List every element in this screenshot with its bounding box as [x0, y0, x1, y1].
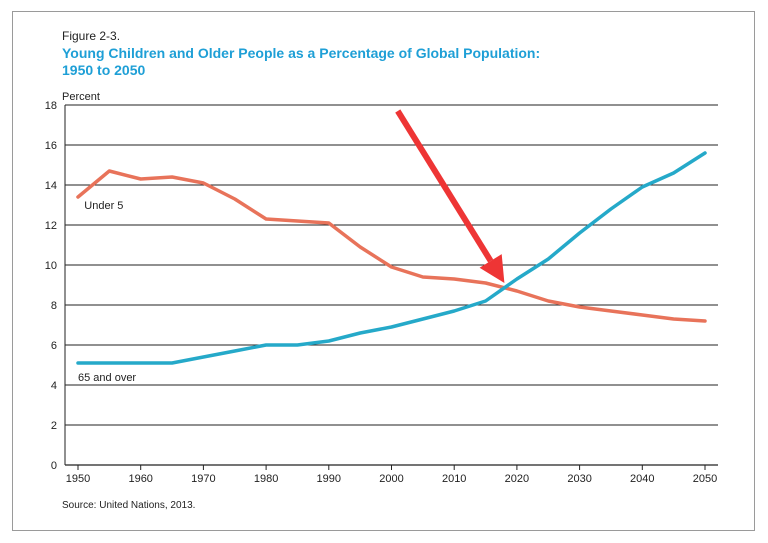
annotations — [395, 109, 505, 283]
x-tick-label-2030: 2030 — [567, 473, 591, 485]
chart-title: Young Children and Older People as a Per… — [62, 45, 702, 79]
y-axis-label: Percent — [62, 91, 100, 103]
y-tick-label-10: 10 — [45, 260, 57, 272]
figure-label: Figure 2-3. — [62, 29, 121, 43]
axes: 0 2 4 6 8 10 12 14 16 18 1950 1960 1970 1980 1990 2000 2… — [45, 100, 717, 485]
y-tick-label-18: 18 — [45, 100, 57, 112]
y-tick-label-12: 12 — [45, 220, 57, 232]
x-tick-label-2010: 2010 — [442, 473, 466, 485]
y-tick-label-0: 0 — [51, 460, 57, 472]
over-65-line — [76, 151, 707, 365]
series-labels: Under 5 65 and over — [78, 200, 136, 384]
x-tick-label-2050: 2050 — [693, 473, 717, 485]
x-tick-label-1990: 1990 — [317, 473, 341, 485]
red-arrow-shaft — [395, 109, 494, 263]
y-tick-label-4: 4 — [51, 380, 57, 392]
y-tick-label-16: 16 — [45, 140, 57, 152]
chart-title-line2: 1950 to 2050 — [62, 62, 146, 78]
x-tick-label-2040: 2040 — [630, 473, 654, 485]
y-tick-label-6: 6 — [51, 340, 57, 352]
x-tick-label-1980: 1980 — [254, 473, 278, 485]
y-tick-label-8: 8 — [51, 300, 57, 312]
series-label-65-and-over: 65 and over — [78, 372, 136, 384]
x-tick-label-2000: 2000 — [379, 473, 403, 485]
under-5-line — [76, 169, 707, 323]
x-tick-label-1960: 1960 — [128, 473, 152, 485]
x-tick-label-2020: 2020 — [505, 473, 529, 485]
x-tick-label-1950: 1950 — [66, 473, 90, 485]
chart-title-line1: Young Children and Older People as a Per… — [62, 45, 541, 61]
gridlines — [65, 104, 718, 466]
red-arrow-head — [479, 254, 505, 283]
series-label-under-5: Under 5 — [84, 200, 123, 212]
source-note: Source: United Nations, 2013. — [62, 500, 196, 511]
series-lines — [76, 151, 707, 365]
y-tick-label-2: 2 — [51, 420, 57, 432]
figure-frame — [12, 11, 755, 531]
y-tick-label-14: 14 — [45, 180, 57, 192]
x-tick-label-1970: 1970 — [191, 473, 215, 485]
